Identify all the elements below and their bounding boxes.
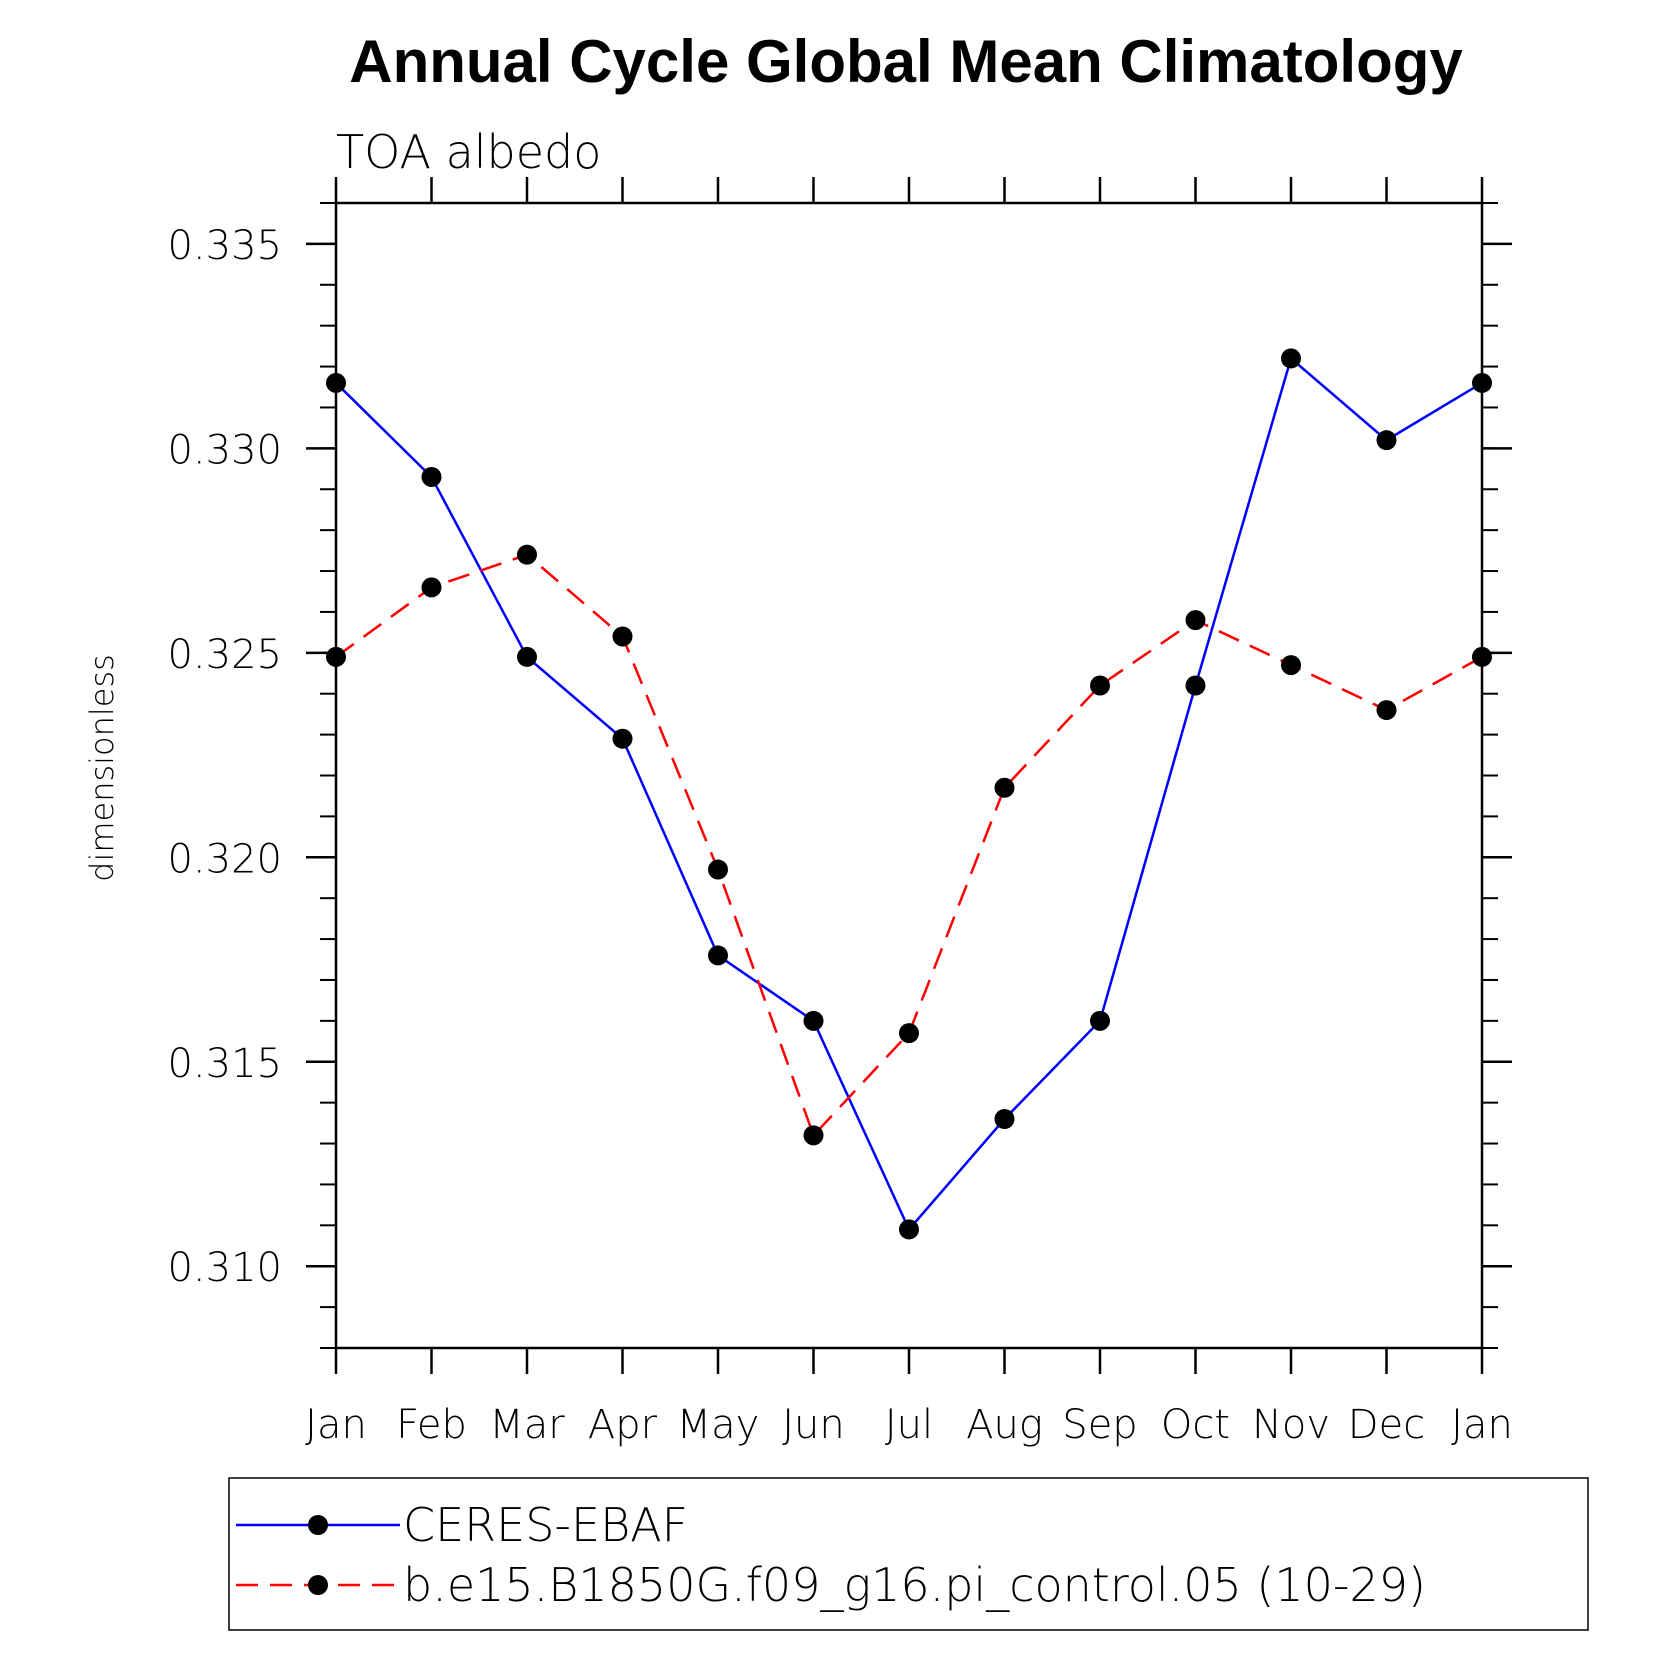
data-point-marker: [708, 945, 728, 966]
x-tick-label: May: [677, 1402, 760, 1448]
data-point-marker: [994, 777, 1015, 798]
data-point-marker: [803, 1125, 824, 1146]
legend-marker: [308, 1515, 328, 1535]
data-point-marker: [517, 544, 537, 565]
y-axis-label: dimensionless: [83, 654, 121, 882]
y-tick-label: 0.315: [167, 1041, 282, 1087]
legend-box: [228, 1477, 1589, 1631]
legend: CERES-EBAF b.e15.B1850G.f09_g16.pi_contro…: [228, 1477, 1589, 1631]
y-tick-label: 0.310: [167, 1245, 282, 1291]
data-point-marker: [421, 577, 442, 598]
data-point-marker: [612, 626, 633, 647]
data-point-marker: [1281, 655, 1301, 676]
y-axis: 0.310 0.315 0.320 0.325 0.330 0.335: [167, 202, 1512, 1349]
x-tick-label: Aug: [966, 1402, 1043, 1448]
data-point-marker: [1090, 1010, 1110, 1031]
x-tick-label: Jul: [885, 1402, 933, 1448]
data-point-marker: [1281, 348, 1301, 369]
data-point-marker: [708, 859, 728, 880]
data-point-marker: [421, 466, 442, 487]
series-layer: [326, 348, 1492, 1240]
data-point-marker: [517, 646, 537, 667]
data-point-marker: [1090, 675, 1110, 696]
x-tick-label: Jan: [305, 1402, 367, 1448]
legend-label: b.e15.B1850G.f09_g16.pi_control.05 (10-2…: [403, 1558, 1426, 1612]
data-point-marker: [1472, 372, 1492, 393]
x-tick-label: Feb: [396, 1402, 467, 1448]
data-point-marker: [1185, 610, 1206, 631]
series-line: [335, 356, 1483, 1232]
x-tick-label: Oct: [1161, 1402, 1230, 1448]
legend-label: CERES-EBAF: [403, 1498, 688, 1552]
x-tick-label: Jan: [1451, 1402, 1513, 1448]
x-axis: Jan Feb Mar Apr May Jun Jul Aug Sep Oct Nov Dec Jan: [305, 177, 1513, 1448]
x-tick-label: Nov: [1252, 1402, 1330, 1448]
x-tick-label: Sep: [1062, 1402, 1137, 1448]
legend-items: CERES-EBAF b.e15.B1850G.f09_g16.pi_contro…: [236, 1498, 1426, 1612]
x-tick-label: Mar: [489, 1402, 565, 1448]
series-line: [335, 553, 1483, 1138]
data-point-marker: [899, 1219, 919, 1240]
y-tick-label: 0.330: [167, 427, 282, 473]
data-point-marker: [612, 728, 633, 749]
data-point-marker: [1185, 675, 1206, 696]
legend-marker: [308, 1575, 328, 1595]
y-tick-label: 0.335: [167, 223, 282, 269]
x-tick-label: Dec: [1348, 1402, 1425, 1448]
y-tick-label: 0.325: [167, 632, 282, 678]
y-tick-label: 0.320: [167, 836, 282, 882]
data-point-marker: [1472, 646, 1492, 667]
chart-title: Annual Cycle Global Mean Climatology: [349, 28, 1463, 95]
data-point-marker: [1376, 700, 1397, 721]
data-point-marker: [994, 1109, 1015, 1129]
x-tick-label: Jun: [782, 1402, 845, 1448]
data-point-marker: [326, 646, 346, 667]
data-point-marker: [1376, 430, 1397, 451]
data-point-marker: [899, 1023, 919, 1044]
x-tick-label: Apr: [588, 1402, 658, 1448]
data-point-marker: [326, 372, 346, 393]
chart-subtitle: TOA albedo: [336, 125, 601, 179]
data-point-marker: [803, 1010, 824, 1031]
